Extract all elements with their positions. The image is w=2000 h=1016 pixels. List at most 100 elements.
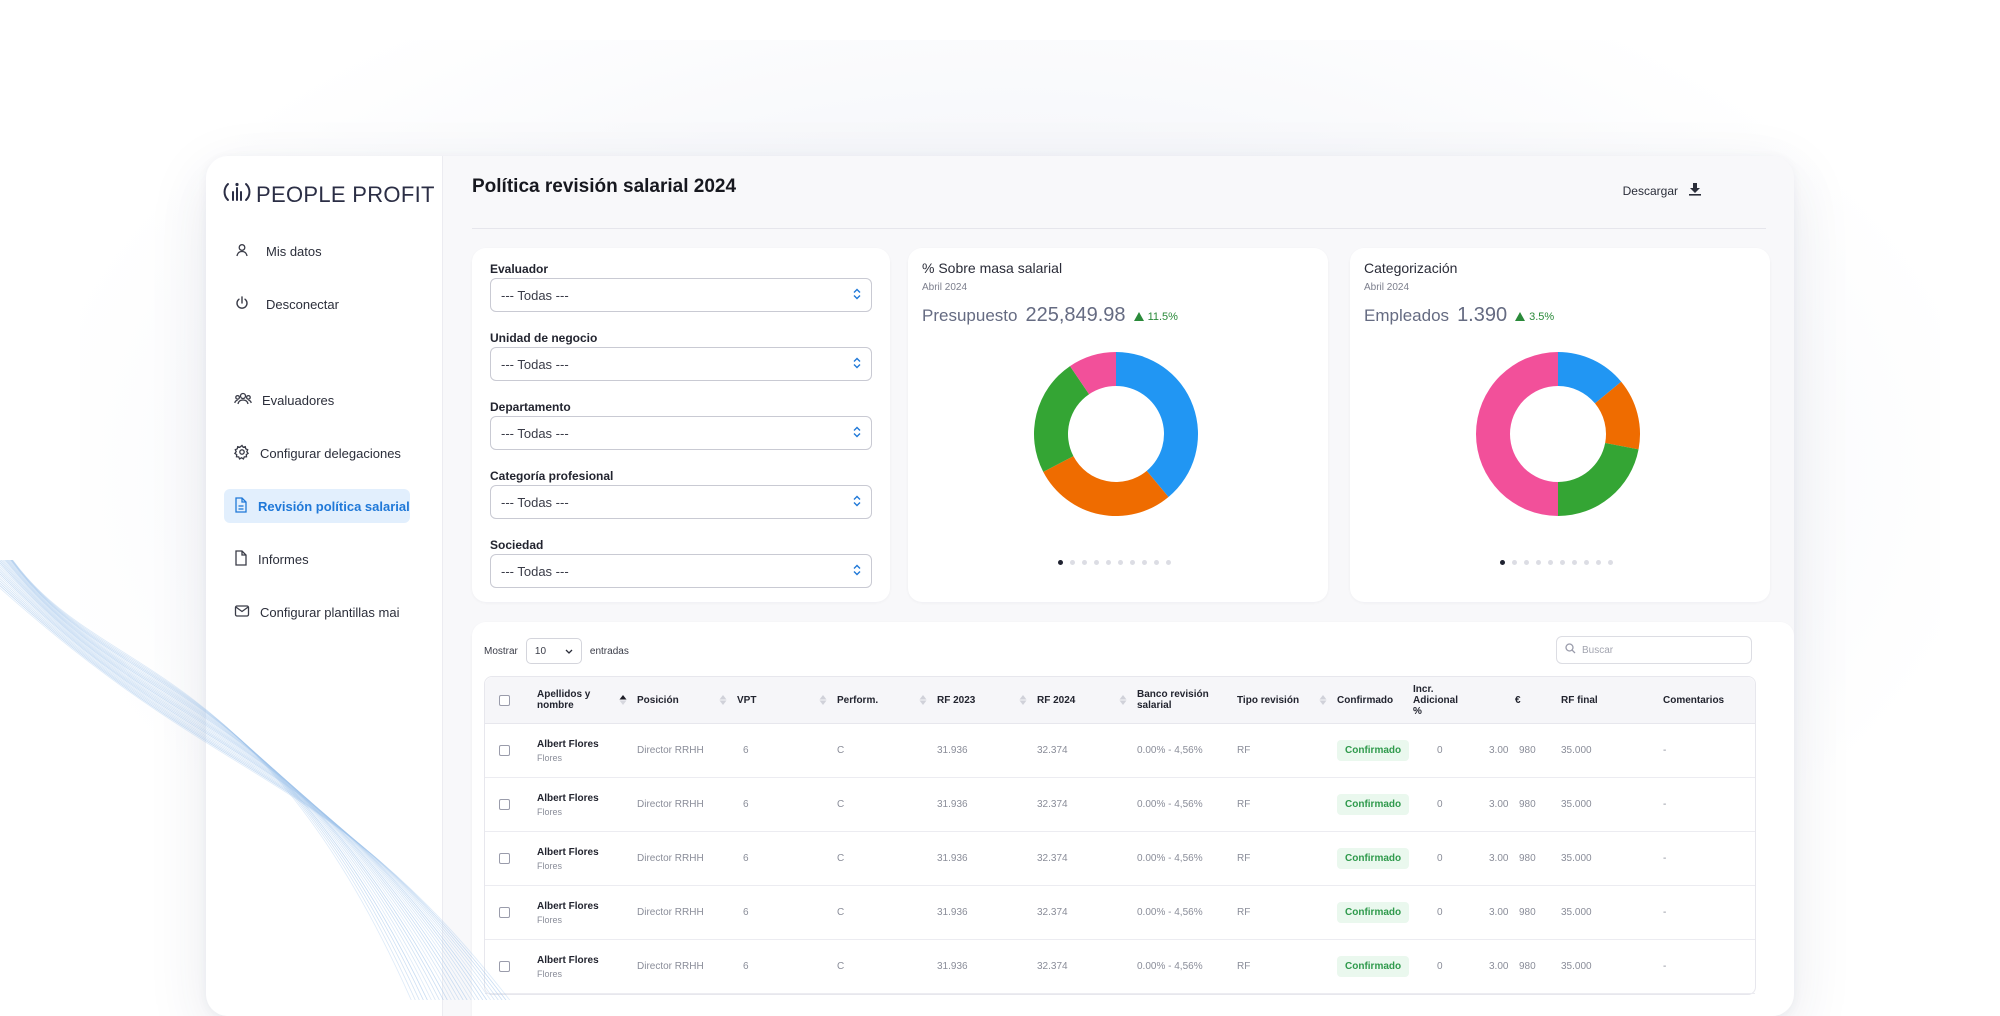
table-cell: 0.00% - 4,56% <box>1137 778 1237 831</box>
carousel-dot[interactable] <box>1524 560 1529 565</box>
column-header[interactable]: RF 2023 <box>937 677 1037 723</box>
filter-select-categoria[interactable]: --- Todas --- <box>490 485 872 519</box>
sidebar: PEOPLE PROFIT Mis datos Desconectar Eval… <box>206 156 443 1016</box>
column-header[interactable]: Tipo revisión <box>1237 677 1337 723</box>
entries-label: entradas <box>589 645 629 657</box>
cell-banco: 0.00% - 4,56% <box>1137 799 1203 810</box>
table-row[interactable]: Albert Flores Flores Director RRHH 6 C 31.936… <box>485 778 1755 832</box>
sidebar-item-evaluadores[interactable]: Evaluadores <box>224 383 372 417</box>
status-badge: Confirmado <box>1337 956 1410 977</box>
page-title: Política revisión salarial 2024 <box>472 176 737 197</box>
kpi-value: 225,849.98 <box>1025 304 1126 326</box>
carousel-dot[interactable] <box>1536 560 1541 565</box>
cell-rf2024: 32.374 <box>1037 799 1068 810</box>
cell-pct: 3.00 <box>1489 745 1509 756</box>
column-header[interactable]: VPT <box>737 677 837 723</box>
row-checkbox[interactable] <box>499 961 510 972</box>
table-row[interactable]: Albert Flores Flores Director RRHH 6 C 31.936… <box>485 886 1755 940</box>
row-checkbox[interactable] <box>499 907 510 918</box>
table-row[interactable]: Albert Flores Flores Director RRHH 6 C 31.936… <box>485 940 1755 994</box>
carousel-dot[interactable] <box>1118 560 1123 565</box>
sidebar-item-configurar-plantillas[interactable]: Configurar plantillas mai <box>224 595 420 629</box>
donut-slice[interactable] <box>1476 352 1558 516</box>
search-input[interactable]: Buscar <box>1556 636 1752 664</box>
carousel-dot[interactable] <box>1500 560 1505 565</box>
trend-up-icon <box>1133 312 1144 321</box>
column-header[interactable]: RF 2024 <box>1037 677 1137 723</box>
select-all-checkbox[interactable] <box>499 694 510 706</box>
table-row[interactable]: Albert Flores Flores Director RRHH 6 C 31.936… <box>485 724 1755 778</box>
carousel-dot[interactable] <box>1572 560 1577 565</box>
sort-icon[interactable] <box>1319 694 1327 706</box>
sort-icon[interactable] <box>819 694 827 706</box>
table-row[interactable]: Albert Flores Flores Director RRHH 6 C 31.936… <box>485 832 1755 886</box>
sidebar-item-revision-politica-salarial[interactable]: Revisión política salarial <box>224 489 410 523</box>
kpi-label: Presupuesto <box>922 306 1018 325</box>
cell-position: Director RRHH <box>637 907 704 918</box>
table-cell: 6 <box>743 778 843 831</box>
donut-slice[interactable] <box>1034 366 1090 472</box>
row-checkbox[interactable] <box>499 799 510 810</box>
row-checkbox[interactable] <box>499 745 510 756</box>
download-button[interactable]: Descargar <box>1623 182 1702 199</box>
filter-select-evaluador[interactable]: --- Todas --- <box>490 278 872 312</box>
column-header[interactable]: Apellidos y nombre <box>537 677 637 723</box>
sort-icon[interactable] <box>1119 694 1127 706</box>
sidebar-item-configurar-delegaciones[interactable]: Configurar delegaciones <box>224 436 420 470</box>
download-icon <box>1688 182 1702 199</box>
sort-icon[interactable] <box>1019 694 1027 706</box>
column-header[interactable]: Perform. <box>837 677 937 723</box>
carousel-dot[interactable] <box>1094 560 1099 565</box>
sidebar-item-label: Configurar delegaciones <box>260 445 401 461</box>
sort-asc-icon[interactable] <box>619 694 627 706</box>
power-icon <box>234 295 250 314</box>
filter-select-sociedad[interactable]: --- Todas --- <box>490 554 872 588</box>
carousel-dot[interactable] <box>1130 560 1135 565</box>
carousel-dot[interactable] <box>1548 560 1553 565</box>
table-cell: - <box>1663 886 1753 939</box>
page-length-select[interactable]: 10 <box>525 638 582 664</box>
table-cell: 0.00% - 4,56% <box>1137 886 1237 939</box>
table-cell: 0.00% - 4,56% <box>1137 832 1237 885</box>
row-checkbox[interactable] <box>499 853 510 864</box>
carousel-dot[interactable] <box>1082 560 1087 565</box>
page-length-value: 10 <box>534 645 547 657</box>
sidebar-item-label: Mis datos <box>266 243 322 259</box>
carousel-dot[interactable] <box>1596 560 1601 565</box>
table-cell: C <box>837 940 937 993</box>
table-cell: 35.000 <box>1561 886 1661 939</box>
carousel-dot[interactable] <box>1154 560 1159 565</box>
donut-slice[interactable] <box>1594 381 1640 450</box>
carousel-dot[interactable] <box>1584 560 1589 565</box>
filter-select-departamento[interactable]: --- Todas --- <box>490 416 872 450</box>
cell-perform: C <box>837 745 845 756</box>
cell-banco: 0.00% - 4,56% <box>1137 745 1203 756</box>
sort-icon[interactable] <box>719 694 727 706</box>
sidebar-item-informes[interactable]: Informes <box>224 542 372 576</box>
column-header[interactable]: Posición <box>637 677 737 723</box>
brand-logo[interactable]: PEOPLE PROFIT <box>222 180 435 209</box>
carousel-dot[interactable] <box>1166 560 1171 565</box>
people-profit-logo-icon <box>222 180 252 209</box>
carousel-dot[interactable] <box>1106 560 1111 565</box>
sort-icon[interactable] <box>919 694 927 706</box>
carousel-dot[interactable] <box>1142 560 1147 565</box>
carousel-dot[interactable] <box>1608 560 1613 565</box>
sidebar-item-mis-datos[interactable]: Mis datos <box>224 234 372 268</box>
kpi-change: 3.5% <box>1515 311 1554 323</box>
carousel-dot[interactable] <box>1070 560 1075 565</box>
carousel-dots[interactable] <box>1500 560 1613 565</box>
filter-select-unidad-negocio[interactable]: --- Todas --- <box>490 347 872 381</box>
carousel-dot[interactable] <box>1512 560 1517 565</box>
donut-slice[interactable] <box>1070 352 1116 395</box>
table-cell: 31.936 <box>937 886 1037 939</box>
carousel-dots[interactable] <box>1058 560 1171 565</box>
donut-slice[interactable] <box>1558 352 1622 404</box>
carousel-dot[interactable] <box>1058 560 1063 565</box>
column-header-label: Perform. <box>837 694 879 706</box>
donut-slice[interactable] <box>1043 456 1169 516</box>
donut-slice[interactable] <box>1116 352 1198 498</box>
sidebar-item-desconectar[interactable]: Desconectar <box>224 287 372 321</box>
donut-slice[interactable] <box>1558 442 1639 516</box>
carousel-dot[interactable] <box>1560 560 1565 565</box>
